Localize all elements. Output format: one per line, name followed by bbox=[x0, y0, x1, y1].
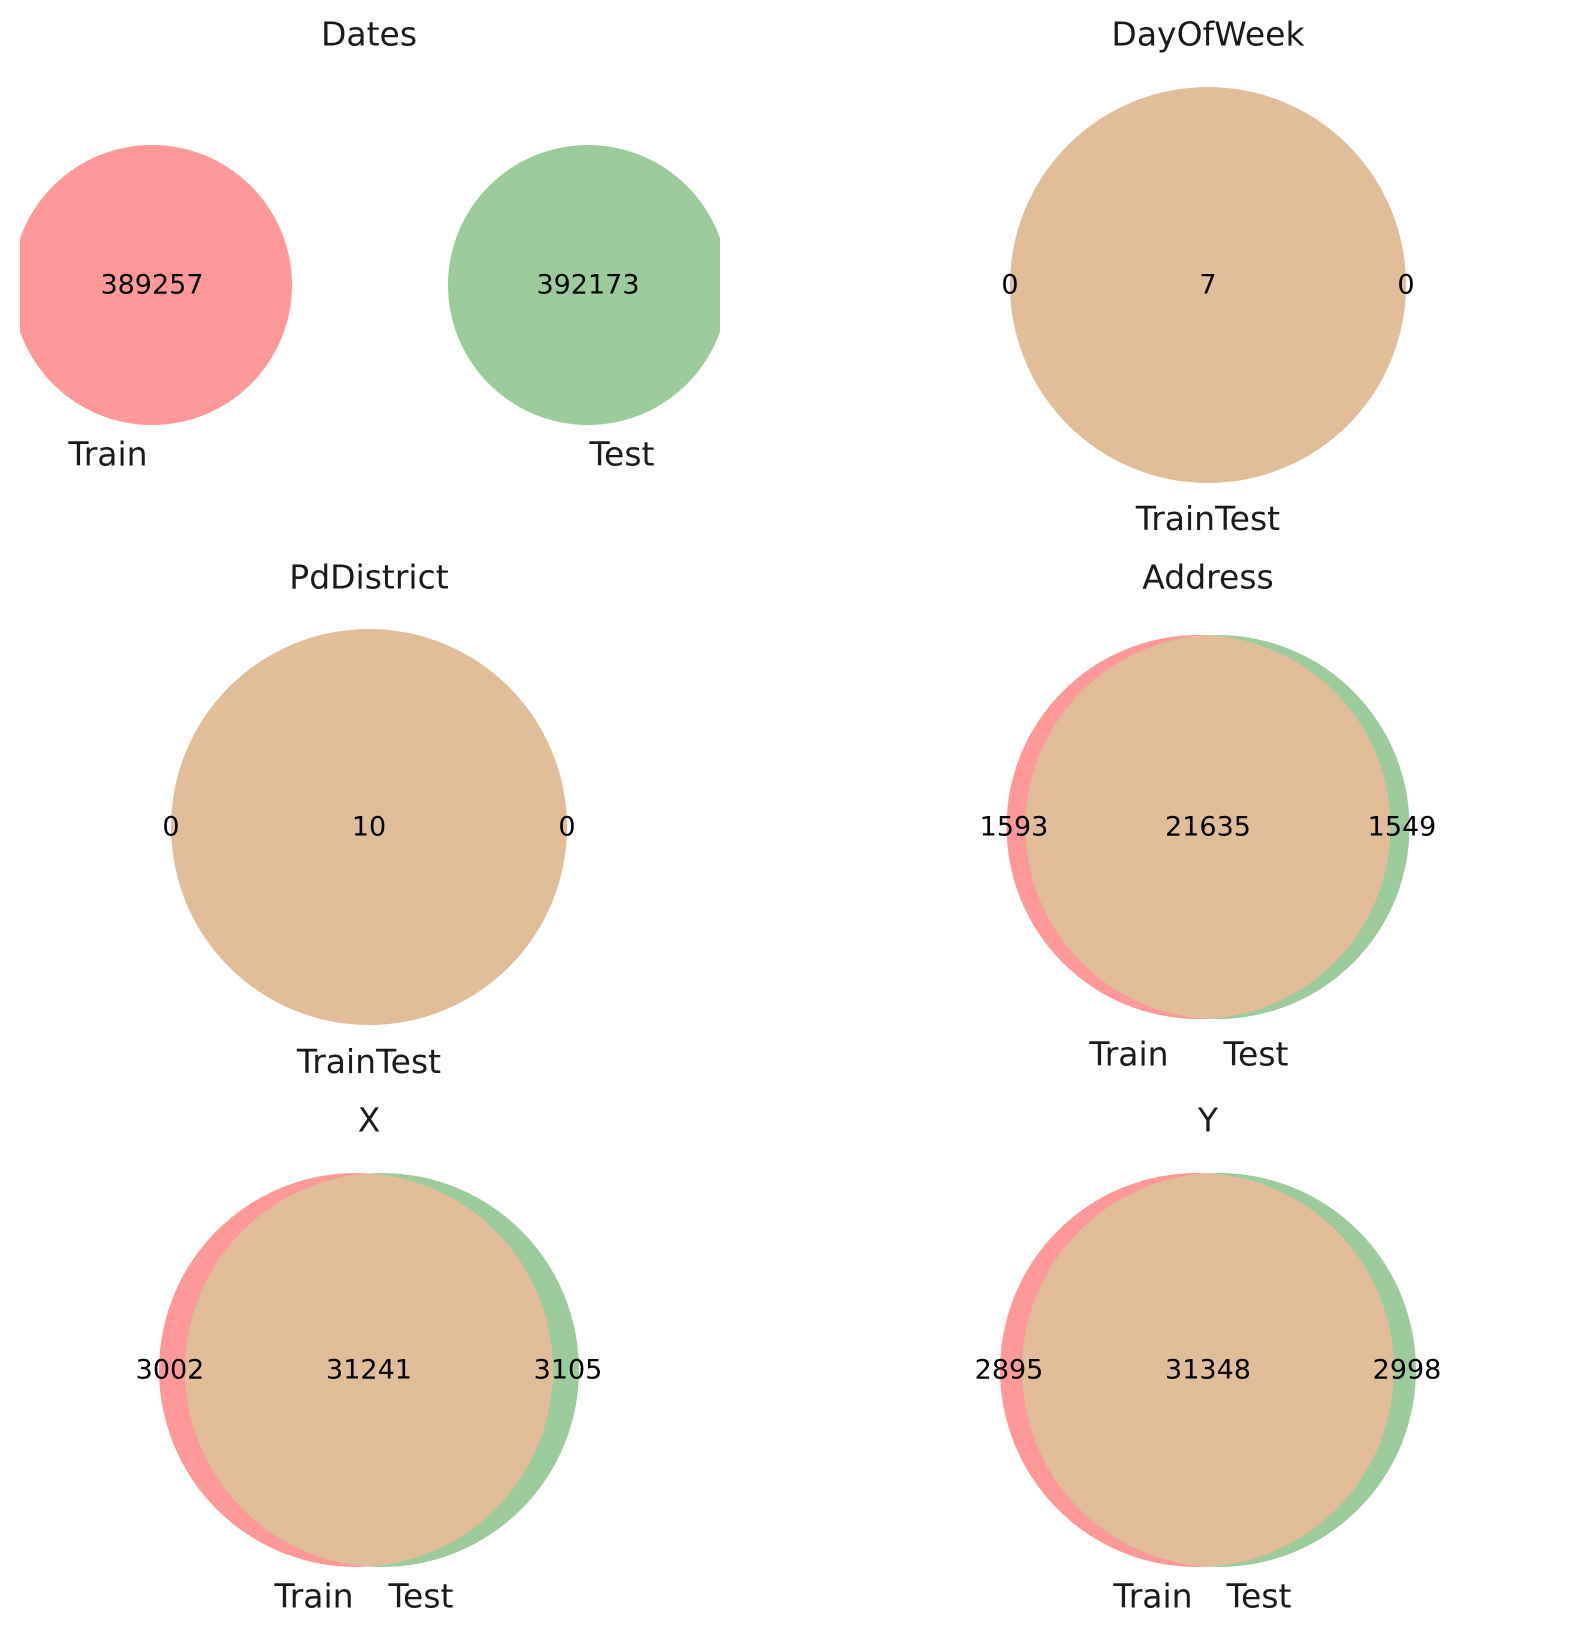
panel-title: DayOfWeek bbox=[1111, 15, 1305, 54]
set-label-train: Train bbox=[273, 1577, 353, 1616]
count-only-test: 0 bbox=[558, 812, 575, 843]
venn-panel-y: Y 2895 31348 2998 Train Test bbox=[975, 1101, 1442, 1616]
count-both: 7 bbox=[1199, 270, 1216, 301]
train-circle bbox=[20, 145, 292, 425]
overlap-region bbox=[1025, 635, 1391, 1019]
overlap-region bbox=[185, 1173, 553, 1567]
set-label-test: Test bbox=[1214, 499, 1280, 538]
count-both: 31348 bbox=[1165, 1355, 1251, 1386]
panel-title: X bbox=[358, 1101, 381, 1140]
set-labels: TrainTest bbox=[296, 1042, 441, 1081]
count-only-train: 0 bbox=[1001, 270, 1018, 301]
count-only-test: 3105 bbox=[534, 1355, 603, 1386]
overlap-circle bbox=[1010, 87, 1406, 483]
set-label-test: Test bbox=[589, 435, 655, 474]
venn-panel-x: X 3002 31241 3105 Train Test bbox=[136, 1101, 603, 1616]
count-only-train: 3002 bbox=[136, 1355, 205, 1386]
set-label-train: Train bbox=[296, 1042, 376, 1081]
set-label-test: Test bbox=[1223, 1035, 1289, 1074]
panel-title: Y bbox=[1197, 1101, 1219, 1140]
count-both: 31241 bbox=[326, 1355, 412, 1386]
count-only-test: 0 bbox=[1397, 270, 1414, 301]
set-label-train: Train bbox=[67, 435, 147, 474]
count-only-train: 389257 bbox=[100, 270, 203, 301]
count-only-test: 2998 bbox=[1373, 1355, 1442, 1386]
count-only-train: 2895 bbox=[975, 1355, 1044, 1386]
count-only-test: 392173 bbox=[536, 270, 639, 301]
count-both: 21635 bbox=[1165, 812, 1251, 843]
count-only-test: 1549 bbox=[1368, 812, 1437, 843]
overlap-region bbox=[1022, 1173, 1394, 1567]
test-circle bbox=[448, 145, 720, 425]
venn-panel-address: Address 1593 21635 1549 Train Test bbox=[980, 558, 1437, 1074]
set-label-train: Train bbox=[1112, 1577, 1192, 1616]
overlap-circle bbox=[171, 629, 567, 1025]
count-both: 10 bbox=[352, 812, 386, 843]
count-only-train: 1593 bbox=[980, 812, 1049, 843]
panel-title: Dates bbox=[321, 15, 417, 54]
set-label-test: Test bbox=[1226, 1577, 1292, 1616]
set-label-test: Test bbox=[375, 1042, 441, 1081]
set-labels: TrainTest bbox=[1135, 499, 1280, 538]
set-label-train: Train bbox=[1088, 1035, 1168, 1074]
venn-panel-pddistrict: PdDistrict 0 10 0 TrainTest bbox=[162, 558, 575, 1081]
set-label-train: Train bbox=[1135, 499, 1215, 538]
panel-title: Address bbox=[1142, 558, 1273, 597]
count-only-train: 0 bbox=[162, 812, 179, 843]
set-label-test: Test bbox=[388, 1577, 454, 1616]
venn-panel-dates: Dates 389257 392173 Train Test bbox=[20, 15, 720, 474]
venn-panel-dayofweek: DayOfWeek 0 7 0 TrainTest bbox=[1001, 15, 1414, 538]
panel-title: PdDistrict bbox=[289, 558, 448, 597]
